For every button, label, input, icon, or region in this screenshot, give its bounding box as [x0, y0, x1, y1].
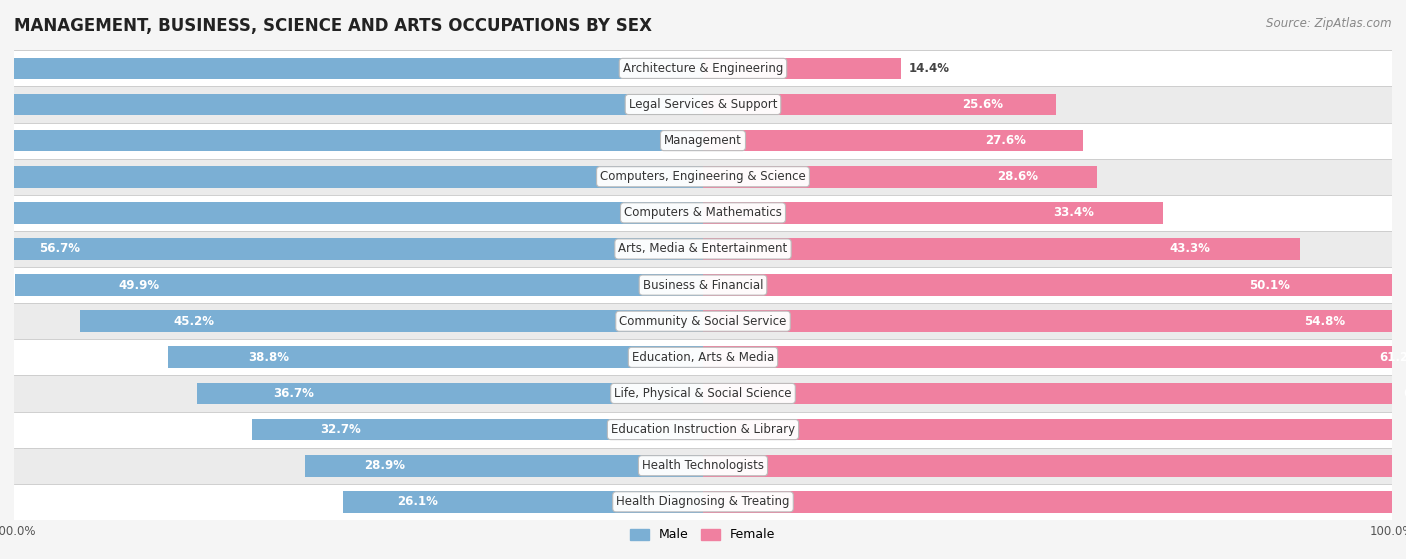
Bar [703, 310, 1406, 332]
Bar [305, 455, 703, 476]
Text: 50.1%: 50.1% [1249, 278, 1289, 292]
FancyBboxPatch shape [14, 87, 1392, 122]
Text: 14.4%: 14.4% [908, 62, 949, 75]
FancyBboxPatch shape [14, 122, 1392, 159]
Text: 36.7%: 36.7% [273, 387, 314, 400]
Text: Management: Management [664, 134, 742, 147]
Bar [253, 419, 703, 440]
Text: Business & Financial: Business & Financial [643, 278, 763, 292]
Text: 63.3%: 63.3% [1403, 387, 1406, 400]
Bar [15, 274, 703, 296]
Bar [703, 166, 1097, 188]
Text: Arts, Media & Entertainment: Arts, Media & Entertainment [619, 243, 787, 255]
FancyBboxPatch shape [14, 50, 1392, 87]
Text: 43.3%: 43.3% [1170, 243, 1211, 255]
Bar [0, 202, 703, 224]
Text: Computers, Engineering & Science: Computers, Engineering & Science [600, 170, 806, 183]
Bar [703, 94, 1056, 115]
Text: Community & Social Service: Community & Social Service [619, 315, 787, 328]
Bar [703, 347, 1406, 368]
Text: Legal Services & Support: Legal Services & Support [628, 98, 778, 111]
Bar [197, 382, 703, 404]
FancyBboxPatch shape [14, 267, 1392, 303]
Bar [703, 238, 1299, 260]
Bar [343, 491, 703, 513]
Text: 38.8%: 38.8% [249, 351, 290, 364]
FancyBboxPatch shape [14, 448, 1392, 484]
Bar [80, 310, 703, 332]
FancyBboxPatch shape [14, 159, 1392, 195]
Text: Architecture & Engineering: Architecture & Engineering [623, 62, 783, 75]
Bar [169, 347, 703, 368]
Text: 49.9%: 49.9% [118, 278, 160, 292]
Bar [703, 274, 1393, 296]
Text: Health Diagnosing & Treating: Health Diagnosing & Treating [616, 495, 790, 508]
Text: 45.2%: 45.2% [173, 315, 215, 328]
Bar [0, 94, 703, 115]
Text: Life, Physical & Social Science: Life, Physical & Social Science [614, 387, 792, 400]
Bar [703, 491, 1406, 513]
Text: 56.7%: 56.7% [39, 243, 80, 255]
Text: 33.4%: 33.4% [1053, 206, 1094, 219]
Bar [0, 166, 703, 188]
Text: 54.8%: 54.8% [1303, 315, 1344, 328]
Bar [703, 130, 1083, 151]
Legend: Male, Female: Male, Female [626, 523, 780, 547]
Text: 27.6%: 27.6% [986, 134, 1026, 147]
Bar [703, 419, 1406, 440]
Text: Health Technologists: Health Technologists [643, 459, 763, 472]
Bar [0, 238, 703, 260]
Bar [703, 382, 1406, 404]
Bar [703, 455, 1406, 476]
FancyBboxPatch shape [14, 411, 1392, 448]
FancyBboxPatch shape [14, 484, 1392, 520]
Bar [0, 130, 703, 151]
Bar [0, 58, 703, 79]
Text: Education, Arts & Media: Education, Arts & Media [631, 351, 775, 364]
Text: 61.2%: 61.2% [1379, 351, 1406, 364]
FancyBboxPatch shape [14, 231, 1392, 267]
FancyBboxPatch shape [14, 376, 1392, 411]
Bar [703, 58, 901, 79]
Text: Computers & Mathematics: Computers & Mathematics [624, 206, 782, 219]
Text: 28.9%: 28.9% [364, 459, 405, 472]
Text: 32.7%: 32.7% [321, 423, 361, 436]
Text: 25.6%: 25.6% [962, 98, 1002, 111]
Text: Education Instruction & Library: Education Instruction & Library [612, 423, 794, 436]
Text: MANAGEMENT, BUSINESS, SCIENCE AND ARTS OCCUPATIONS BY SEX: MANAGEMENT, BUSINESS, SCIENCE AND ARTS O… [14, 17, 652, 35]
Bar [703, 202, 1163, 224]
Text: 26.1%: 26.1% [398, 495, 439, 508]
Text: 28.6%: 28.6% [997, 170, 1038, 183]
FancyBboxPatch shape [14, 195, 1392, 231]
FancyBboxPatch shape [14, 303, 1392, 339]
FancyBboxPatch shape [14, 339, 1392, 376]
Text: Source: ZipAtlas.com: Source: ZipAtlas.com [1267, 17, 1392, 30]
